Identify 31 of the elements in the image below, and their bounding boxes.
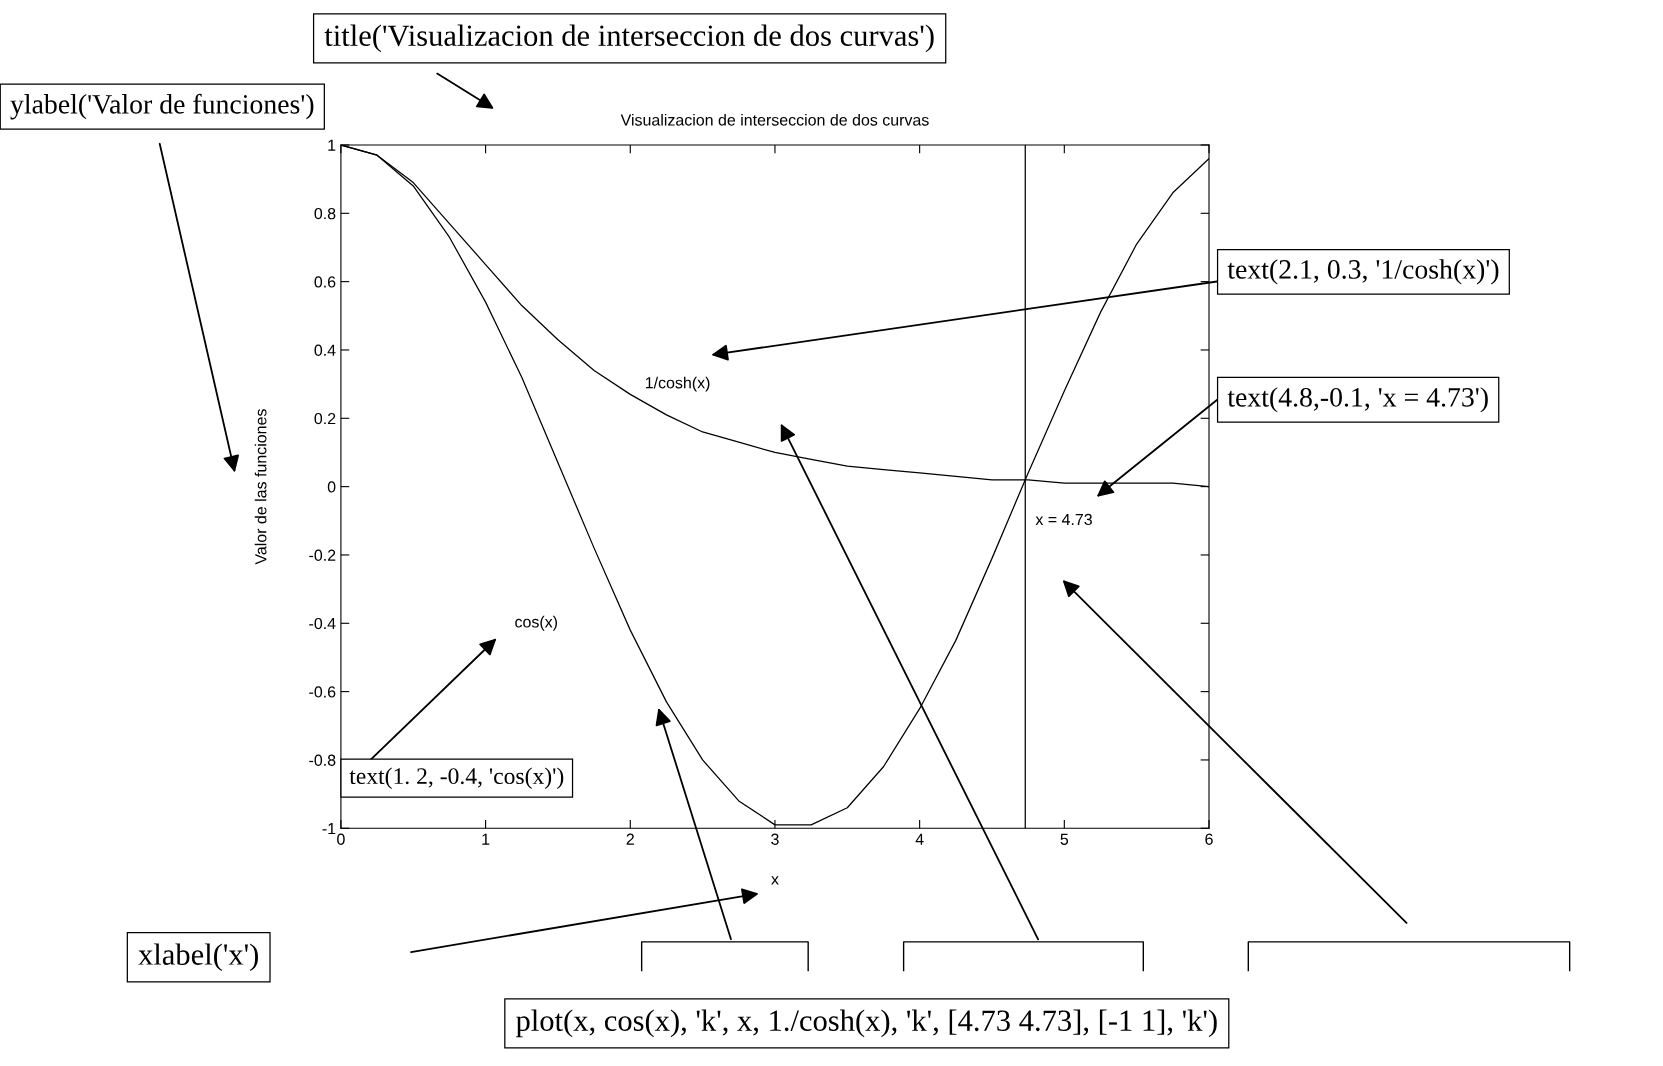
x-tick-label: 5 (1060, 833, 1069, 845)
x-axis-title: x (771, 876, 779, 885)
text: text(4.8,-0.1, 'x = 4.73') (1227, 387, 1488, 413)
text: text(2.1, 0.3, '1/cosh(x)') (1227, 259, 1499, 285)
chart-title: Visualizacion de interseccion de dos curvas (620, 113, 929, 126)
text: ylabel('Valor de funciones') (10, 93, 314, 120)
y-tick-label: 1 (328, 139, 336, 151)
x-tick-label: 6 (1205, 833, 1213, 845)
y-tick-label: 0.2 (314, 412, 336, 425)
text: xlabel('x') (138, 943, 258, 972)
y-tick-label: 0 (327, 481, 336, 493)
annotation: cos(x) (515, 615, 558, 631)
x-tick-label: 2 (626, 833, 634, 845)
annotation: x = 4.73 (1035, 513, 1092, 526)
y-tick-label: 0.4 (314, 344, 336, 356)
y-tick-label: -0.4 (309, 617, 336, 630)
y-tick-label: 0.6 (314, 276, 336, 288)
y-axis-title: Valor de las funciones (254, 409, 267, 565)
y-tick-label: -1 (322, 823, 336, 835)
y-tick-label: 0.8 (314, 207, 336, 220)
annotation: 1/cosh(x) (645, 376, 710, 392)
annotation: text(1. 2, -0.4, 'cos(x)') (349, 767, 564, 789)
text: title('Visualizacion de interseccion de dos curvas') (324, 24, 934, 53)
y-tick-label: -0.6 (309, 686, 336, 698)
x-tick-label: 3 (771, 833, 779, 845)
x-tick-label: 1 (482, 833, 490, 845)
x-tick-label: 4 (915, 833, 924, 845)
x-tick-label: 0 (337, 833, 345, 845)
text: plot(x, cos(x), 'k', x, 1./cosh(x), 'k', [4.73 4.73], [-1 1], 'k') (516, 1009, 1217, 1038)
y-tick-label: -0.8 (309, 754, 336, 766)
y-tick-label: -0.2 (309, 549, 336, 561)
